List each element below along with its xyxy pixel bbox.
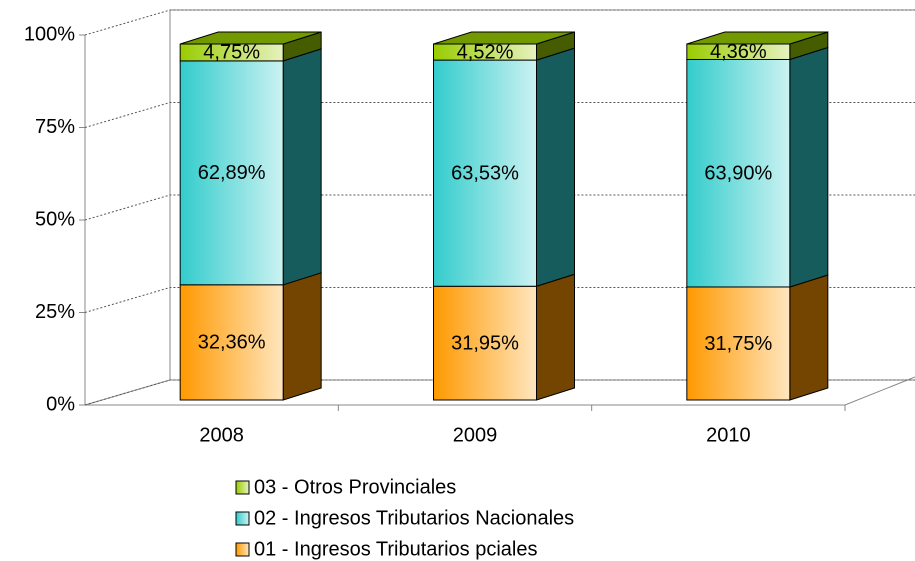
y-tick-label: 25% — [35, 301, 75, 323]
legend-swatch — [235, 511, 250, 526]
bar-side — [282, 272, 322, 401]
bar — [433, 285, 537, 401]
bar — [686, 58, 791, 288]
bar-top — [686, 31, 828, 45]
bar-top — [180, 31, 322, 45]
legend-label: 02 - Ingresos Tributarios Nacionales — [254, 507, 574, 529]
bar-side — [536, 273, 575, 401]
value-label: 31,95% — [451, 332, 519, 354]
value-label: 4,75% — [203, 42, 260, 64]
bar — [179, 284, 284, 401]
bar — [686, 286, 791, 401]
y-tick-label: 75% — [35, 116, 75, 138]
bar-side — [282, 48, 322, 286]
y-tick-label: 50% — [35, 208, 75, 230]
bar-side — [536, 47, 575, 287]
bar-side — [789, 274, 829, 401]
legend-swatch — [235, 542, 250, 557]
legend-label: 03 - Otros Provinciales — [254, 476, 456, 498]
bar-side — [789, 46, 829, 288]
legend-label: 01 - Ingresos Tributarios pciales — [254, 538, 537, 560]
grid-line — [84, 9, 915, 36]
grid-line — [84, 379, 915, 406]
x-tick-label: 2008 — [199, 424, 244, 446]
y-tick-label: 0% — [46, 393, 75, 415]
value-label: 31,75% — [704, 333, 772, 355]
value-label: 4,36% — [710, 41, 767, 63]
y-tick-label: 100% — [24, 23, 75, 45]
grid-line — [84, 287, 915, 313]
bar-top — [433, 31, 575, 45]
grid-line — [84, 194, 915, 221]
bar — [433, 59, 537, 287]
value-label: 63,90% — [704, 163, 772, 185]
x-tick-label: 2009 — [453, 424, 498, 446]
value-label: 63,53% — [451, 162, 519, 184]
x-tick-label: 2010 — [706, 424, 751, 446]
value-label: 62,89% — [198, 162, 266, 184]
grid-line — [84, 102, 915, 128]
value-label: 32,36% — [198, 332, 266, 354]
bar — [179, 60, 284, 286]
value-label: 4,52% — [457, 41, 514, 63]
legend-swatch — [235, 480, 250, 495]
